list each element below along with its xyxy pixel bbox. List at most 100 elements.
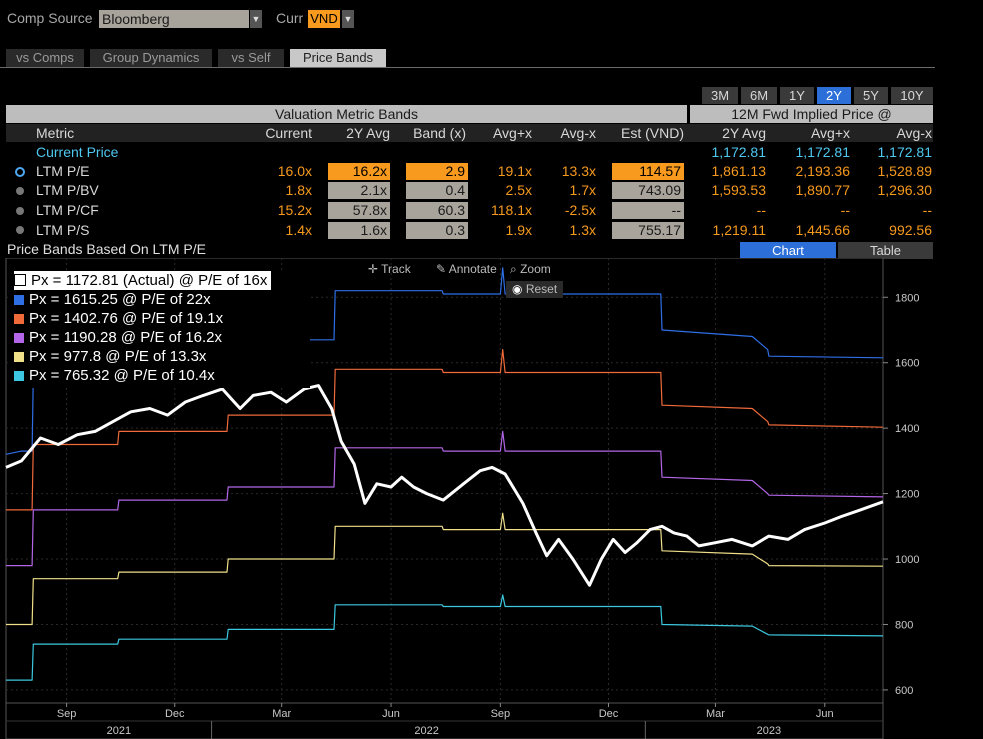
track-label: Track xyxy=(381,262,411,276)
legend-16x[interactable]: Px = 1190.28 @ P/E of 16.2x xyxy=(14,328,222,347)
metric-current: 1.4x xyxy=(285,222,312,238)
legend-label: Px = 977.8 @ P/E of 13.3x xyxy=(29,348,207,365)
tab-group-dynamics[interactable]: Group Dynamics xyxy=(90,49,213,67)
implied-avg-minus: 992.56 xyxy=(889,222,932,238)
metric-band[interactable]: 2.9 xyxy=(406,163,468,180)
metric-label: LTM P/BV xyxy=(36,182,99,198)
swatch-19x xyxy=(14,314,24,324)
x-year-label: 2021 xyxy=(107,725,131,737)
legend-22x[interactable]: Px = 1615.25 @ P/E of 22x xyxy=(14,290,211,309)
chevron-down-icon[interactable]: ▼ xyxy=(342,10,354,28)
metric-avg-minus: 13.3x xyxy=(561,163,596,179)
metric-avg-minus: 1.7x xyxy=(569,182,596,198)
chart-view-button[interactable]: Chart xyxy=(740,242,836,259)
y-tick-label: 1600 xyxy=(895,358,919,370)
metric-current: 16.0x xyxy=(277,163,312,179)
radio-ltm-ps[interactable] xyxy=(16,226,24,234)
metric-label: LTM P/S xyxy=(36,222,90,238)
metric-2y-avg: 2.1x xyxy=(328,182,390,199)
radio-ltm-pbv[interactable] xyxy=(16,187,24,195)
annotate-tool[interactable]: ✎ Annotate xyxy=(436,261,497,278)
comp-source-select[interactable]: Bloomberg xyxy=(99,10,249,28)
x-year-label: 2023 xyxy=(757,725,781,737)
metric-avg-plus: 1.9x xyxy=(505,222,532,238)
track-tool[interactable]: ✛ Track xyxy=(368,261,411,278)
col-implied-avg-plus: Avg+x xyxy=(810,125,850,141)
series-band-3 xyxy=(6,430,884,567)
metric-2y-avg: 16.2x xyxy=(328,163,390,180)
legend-label: Px = 765.32 @ P/E of 10.4x xyxy=(29,367,215,384)
legend-label: Px = 1402.76 @ P/E of 19.1x xyxy=(29,310,224,327)
metric-2y-avg: 1.6x xyxy=(328,222,390,239)
metric-avg-minus: -2.5x xyxy=(564,202,596,218)
metric-band[interactable]: 60.3 xyxy=(406,202,468,219)
series-actual-price xyxy=(5,384,884,587)
tab-vs-self[interactable]: vs Self xyxy=(218,49,285,67)
metric-band[interactable]: 0.4 xyxy=(406,182,468,199)
x-axis: Sep Dec Mar Jun Sep Dec Mar Jun 2021 2022 2023 xyxy=(5,702,884,739)
x-tick-label: Sep xyxy=(57,708,77,720)
implied-avg-minus: 1,296.30 xyxy=(877,182,933,198)
x-tick-label: Sep xyxy=(491,708,511,720)
period-button-2y[interactable]: 2Y xyxy=(817,87,851,104)
swatch-10x xyxy=(14,371,24,381)
x-tick-label: Dec xyxy=(165,708,185,720)
metric-avg-minus: 1.3x xyxy=(569,222,596,238)
col-implied-2y-avg: 2Y Avg xyxy=(722,125,766,141)
y-tick-label: 1200 xyxy=(895,489,919,501)
radio-ltm-pcf[interactable] xyxy=(16,207,24,215)
metric-est[interactable]: 755.17 xyxy=(612,222,684,239)
implied-2y-avg: 1,861.13 xyxy=(711,163,767,179)
legend-13x[interactable]: Px = 977.8 @ P/E of 13.3x xyxy=(14,347,206,366)
reset-dot-icon: ◉ xyxy=(512,282,526,296)
currency-select[interactable]: VND xyxy=(308,10,340,28)
metric-label: LTM P/E xyxy=(36,163,90,179)
period-button-3m[interactable]: 3M xyxy=(702,87,738,104)
metric-est[interactable]: 114.57 xyxy=(612,163,684,180)
current-price-2y-avg: 1,172.81 xyxy=(711,144,767,160)
period-button-5y[interactable]: 5Y xyxy=(854,87,888,104)
legend-label: Px = 1172.81 (Actual) @ P/E of 16x xyxy=(31,272,268,289)
annotate-label: Annotate xyxy=(448,262,497,276)
legend-label: Px = 1615.25 @ P/E of 22x xyxy=(29,291,211,308)
tab-price-bands[interactable]: Price Bands xyxy=(290,49,387,67)
zoom-tool[interactable]: ⌕ Zoom xyxy=(510,261,551,278)
chart-section-title: Price Bands Based On LTM P/E xyxy=(7,241,206,257)
metric-est[interactable]: -- xyxy=(612,202,684,219)
metric-avg-plus: 118.1x xyxy=(491,202,532,218)
x-tick-label: Jun xyxy=(816,708,834,720)
col-2y-avg: 2Y Avg xyxy=(346,125,390,141)
period-button-6m[interactable]: 6M xyxy=(741,87,777,104)
current-price-avg-plus: 1,172.81 xyxy=(795,144,851,160)
legend-10x[interactable]: Px = 765.32 @ P/E of 10.4x xyxy=(14,366,215,385)
tab-vs-comps[interactable]: vs Comps xyxy=(6,49,85,67)
current-price-avg-minus: 1,172.81 xyxy=(877,144,933,160)
tab-underline xyxy=(0,67,935,68)
period-button-10y[interactable]: 10Y xyxy=(891,87,933,104)
legend-actual[interactable]: Px = 1172.81 (Actual) @ P/E of 16x xyxy=(14,271,272,290)
crosshair-icon: ✛ xyxy=(368,262,382,276)
metric-2y-avg: 57.8x xyxy=(328,202,390,219)
implied-avg-plus: 1,890.77 xyxy=(795,182,851,198)
reset-button[interactable]: ◉ Reset xyxy=(506,281,564,298)
metric-est[interactable]: 743.09 xyxy=(612,182,684,199)
implied-2y-avg: 1,219.11 xyxy=(712,222,766,238)
reset-label: Reset xyxy=(525,282,558,296)
radio-ltm-pe[interactable] xyxy=(15,167,25,177)
period-button-1y[interactable]: 1Y xyxy=(780,87,814,104)
metric-label: LTM P/CF xyxy=(36,202,99,218)
y-axis: 600 800 1000 1200 1400 1600 1800 xyxy=(883,292,919,697)
chevron-down-icon[interactable]: ▼ xyxy=(250,10,262,28)
col-metric: Metric xyxy=(36,125,75,141)
metric-band[interactable]: 0.3 xyxy=(406,222,468,239)
table-view-button[interactable]: Table xyxy=(838,242,933,259)
series-band-2 xyxy=(6,348,884,511)
legend-19x[interactable]: Px = 1402.76 @ P/E of 19.1x xyxy=(14,309,223,328)
col-current: Current xyxy=(265,125,312,141)
metric-avg-plus: 19.1x xyxy=(497,163,532,179)
current-price-label: Current Price xyxy=(36,144,119,160)
metric-avg-plus: 2.5x xyxy=(505,182,532,198)
y-tick-label: 1400 xyxy=(895,423,919,435)
pencil-icon: ✎ xyxy=(436,262,449,276)
